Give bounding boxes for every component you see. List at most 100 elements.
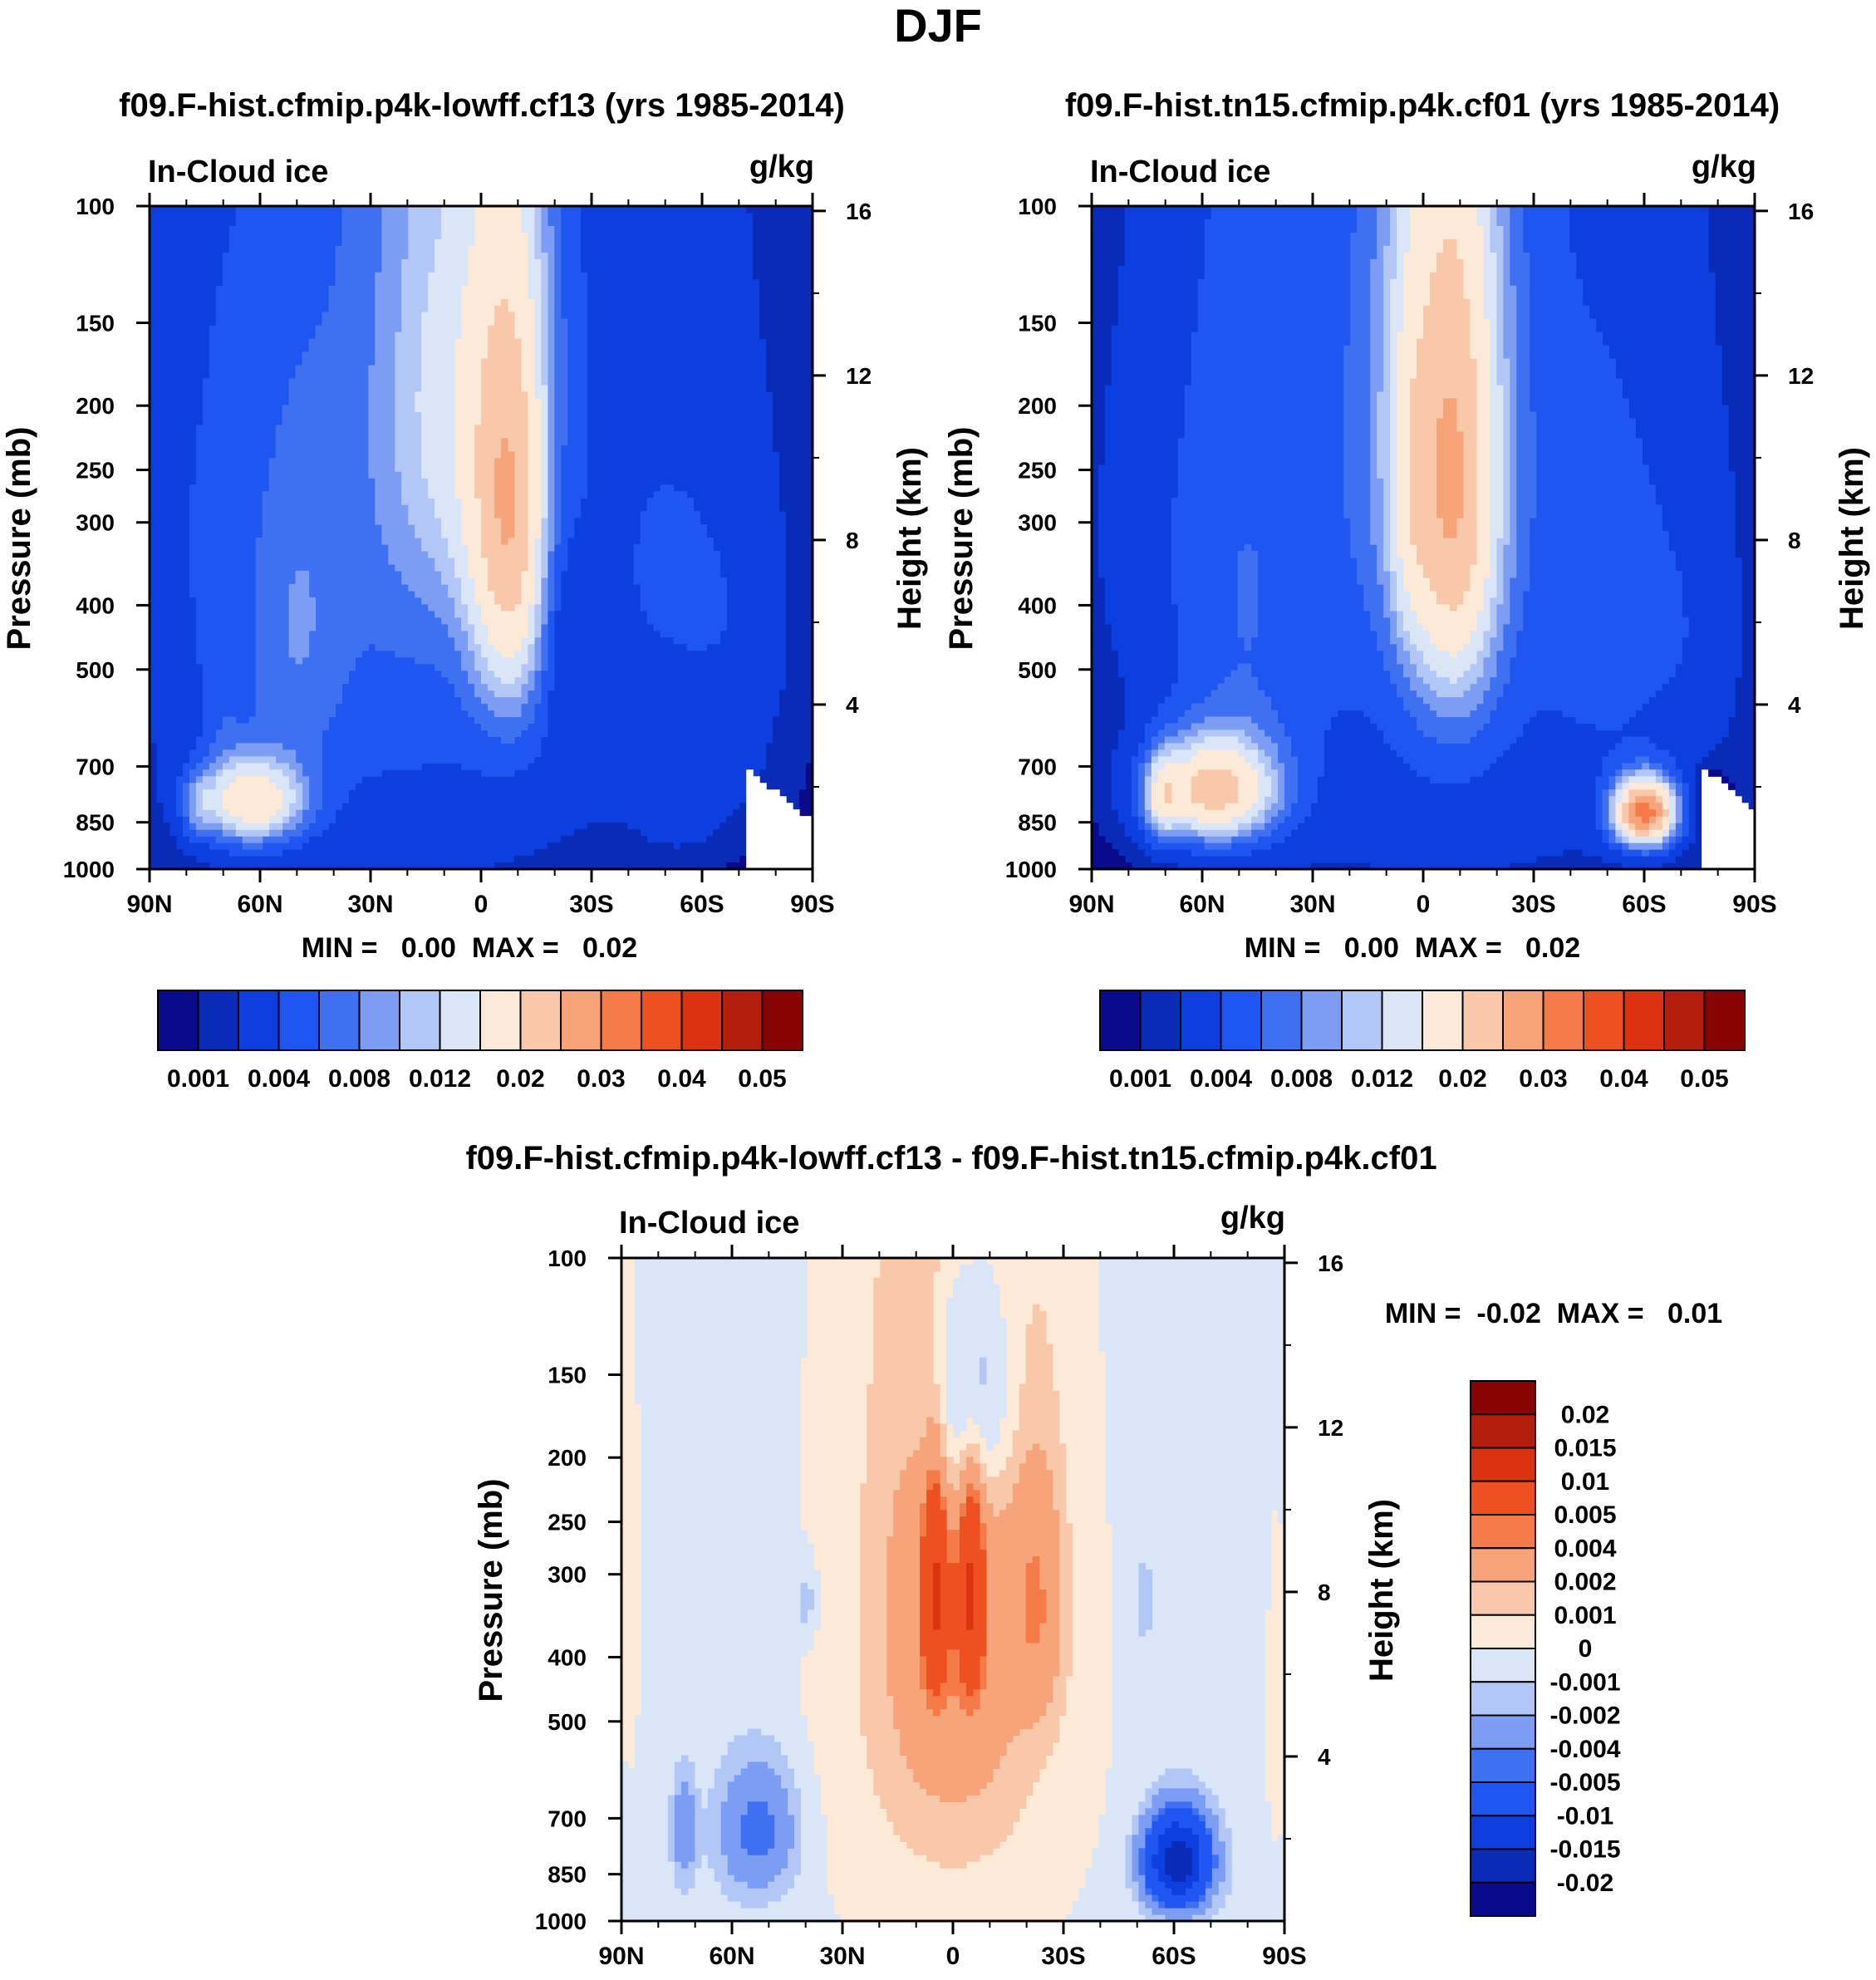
panel-2-right-label: g/kg <box>1692 150 1756 184</box>
y-tick-label: 500 <box>76 657 115 683</box>
colorbar-label: 0.002 <box>1554 1569 1616 1596</box>
y-tick-label: 850 <box>76 810 115 836</box>
x-tick-label: 90N <box>126 891 172 918</box>
x-tick-label: 60N <box>237 891 282 918</box>
x-tick-label: 0 <box>946 1943 960 1970</box>
colorbar-box <box>1470 1380 1536 1416</box>
colorbar-label: 0.02 <box>496 1065 544 1093</box>
y2-tick-label: 8 <box>846 528 859 553</box>
colorbar-box <box>1381 990 1423 1051</box>
y2-tick-label: 12 <box>846 363 872 389</box>
y-tick-label: 200 <box>548 1445 587 1471</box>
colorbar-box <box>1703 990 1746 1051</box>
y-tick-label: 250 <box>1018 458 1057 484</box>
y-tick-label: 1000 <box>535 1909 587 1934</box>
colorbar-box <box>1470 1413 1536 1449</box>
y2-tick-label: 4 <box>846 692 859 718</box>
y-tick-label: 250 <box>548 1510 587 1535</box>
y2-tick-label: 12 <box>1788 363 1814 389</box>
colorbar-box <box>1300 990 1343 1051</box>
colorbar-box <box>1470 1648 1536 1683</box>
y2-tick-label: 16 <box>1788 199 1814 224</box>
contour-band <box>202 206 548 830</box>
panel-2: f09.F-hist.tn15.cfmip.p4k.cf01 (yrs 1985… <box>943 87 1870 1093</box>
y-tick-label: 200 <box>1018 393 1057 419</box>
colorbar-label: 0.03 <box>1519 1065 1567 1093</box>
contour-band <box>1144 206 1676 843</box>
colorbar-label: 0.005 <box>1554 1501 1616 1529</box>
contour-band <box>920 1483 987 1697</box>
x-tick-label: 30S <box>1511 891 1555 918</box>
panel-2-y2label: Height (km) <box>1834 447 1870 630</box>
y-tick-label: 500 <box>548 1709 587 1735</box>
contour-band <box>1098 206 1742 870</box>
x-tick-label: 90S <box>1732 891 1776 918</box>
colorbar-box <box>1470 1714 1536 1750</box>
colorbar-box <box>358 990 400 1051</box>
panel-1-axes: 90N 60N 30N 0 30S 60S 90S 100 150 200 250 300 400 500… <box>63 193 872 918</box>
colorbar-box <box>1542 990 1584 1051</box>
colorbar-box <box>1623 990 1665 1051</box>
contour-band <box>920 1470 1047 1717</box>
colorbar-label: 0.02 <box>1561 1401 1609 1428</box>
y-tick-label: 150 <box>1018 311 1057 337</box>
panel-2-left-label: In-Cloud ice <box>1090 155 1270 189</box>
colorbar-label: 0.004 <box>248 1065 310 1093</box>
colorbar-label: 0.01 <box>1561 1468 1609 1496</box>
x-tick-label: 0 <box>1417 891 1431 918</box>
panel-2-colorbar: 0.001 0.004 0.008 0.012 0.02 0.03 0.04 0.05 <box>1099 990 1746 1093</box>
colorbar-box <box>641 990 683 1051</box>
panel-1-plot-area <box>150 206 813 870</box>
panel-diff-ylabel: Pressure (mb) <box>473 1479 509 1702</box>
figure-title: DJF <box>894 0 982 52</box>
x-tick-label: 90S <box>790 891 834 918</box>
x-tick-label: 30N <box>347 891 393 918</box>
contour-band <box>1164 238 1669 837</box>
contour-band <box>1145 1808 1212 1909</box>
y2-tick-label: 16 <box>846 199 872 224</box>
colorbar-box <box>761 990 803 1051</box>
contour-band <box>746 769 813 870</box>
y-tick-label: 100 <box>1018 194 1057 219</box>
colorbar-box <box>1260 990 1303 1051</box>
contour-band <box>667 1357 1232 1922</box>
x-tick-label: 60S <box>1152 1943 1196 1970</box>
colorbar-box <box>1470 1614 1536 1649</box>
y-tick-label: 700 <box>548 1806 587 1831</box>
x-tick-label: 30N <box>819 1943 865 1970</box>
colorbar-label: -0.01 <box>1557 1802 1613 1830</box>
y-tick-label: 200 <box>76 393 115 419</box>
colorbar-label: 0.001 <box>1109 1065 1171 1093</box>
panel-diff: f09.F-hist.cfmip.p4k-lowff.cf13 - f09.F-… <box>465 1140 1722 1970</box>
y-tick-label: 400 <box>1018 592 1057 618</box>
panel-2-title: f09.F-hist.tn15.cfmip.p4k.cf01 (yrs 1985… <box>1065 87 1780 124</box>
panel-2-plot-area <box>1092 206 1756 870</box>
panel-1-colorbar: 0.001 0.004 0.008 0.012 0.02 0.03 0.04 0.05 <box>157 990 803 1093</box>
colorbar-label: 0.012 <box>1351 1065 1413 1093</box>
colorbar-box <box>1470 1815 1536 1850</box>
panel-diff-y2label: Height (km) <box>1363 1499 1400 1682</box>
x-tick-label: 30S <box>569 891 613 918</box>
contour-band <box>860 1258 1073 1869</box>
y2-tick-label: 8 <box>1318 1580 1331 1605</box>
contour-band <box>1635 803 1656 823</box>
contour-band <box>222 206 542 823</box>
colorbar-label: 0.05 <box>1680 1065 1728 1093</box>
panel-diff-right-label: g/kg <box>1220 1201 1285 1236</box>
colorbar-label: -0.004 <box>1549 1736 1620 1763</box>
y2-tick-label: 8 <box>1788 528 1801 553</box>
colorbar-box <box>1422 990 1464 1051</box>
x-tick-label: 90N <box>598 1943 644 1970</box>
colorbar-box <box>318 990 361 1051</box>
colorbar-box <box>1180 990 1222 1051</box>
y2-tick-label: 16 <box>1318 1250 1343 1276</box>
y2-tick-label: 4 <box>1318 1744 1331 1770</box>
y-tick-label: 150 <box>76 311 115 337</box>
y-tick-label: 100 <box>548 1245 587 1271</box>
x-tick-label: 0 <box>474 891 489 918</box>
colorbar-box <box>439 990 481 1051</box>
panel-1-ylabel: Pressure (mb) <box>1 427 37 651</box>
contour-band <box>1131 206 1689 857</box>
colorbar-box <box>1470 1747 1536 1783</box>
